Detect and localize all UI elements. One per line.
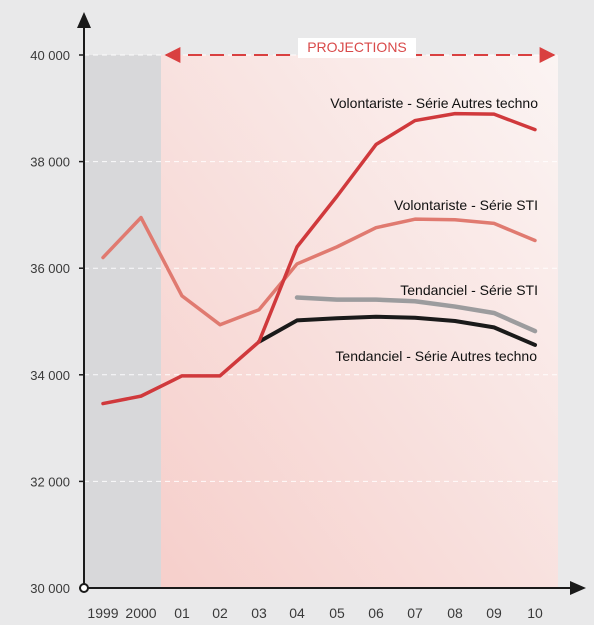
y-tick-label: 38 000 [30, 155, 70, 170]
x-tick-label: 09 [486, 605, 502, 621]
series-labels: Volontariste - Série Autres techno Volont… [330, 95, 538, 364]
x-axis-arrow-icon [570, 581, 586, 595]
series-label-2: Tendanciel - Série STI [400, 282, 538, 298]
x-tick-label: 03 [251, 605, 267, 621]
projection-marker: PROJECTIONS [164, 38, 556, 63]
series-line-2 [294, 295, 538, 334]
y-axis-arrow-icon [77, 12, 91, 28]
axes [77, 12, 586, 595]
series-line-0 [101, 111, 537, 406]
x-tick-label: 1999 [87, 605, 118, 621]
x-tick-label: 07 [407, 605, 423, 621]
y-tick-label: 40 000 [30, 48, 70, 63]
origin-marker [79, 583, 89, 593]
series-lines [101, 111, 538, 406]
series-label-1: Volontariste - Série STI [394, 197, 538, 213]
x-tick-label: 04 [289, 605, 305, 621]
y-tick-label: 36 000 [30, 261, 70, 276]
x-tick-label: 02 [212, 605, 228, 621]
series-label-3: Tendanciel - Série Autres techno [335, 348, 537, 364]
x-tick-label: 08 [447, 605, 463, 621]
y-axis-ticks: 30 000 32 000 34 000 36 000 38 000 40 000 [30, 48, 84, 596]
x-tick-label: 01 [174, 605, 190, 621]
projection-period-band [161, 55, 558, 588]
series-line-3 [257, 314, 537, 347]
x-tick-label: 06 [368, 605, 384, 621]
y-tick-label: 32 000 [30, 474, 70, 489]
series-line-1 [101, 215, 537, 327]
x-tick-label: 2000 [125, 605, 156, 621]
projection-label: PROJECTIONS [307, 39, 407, 55]
y-tick-label: 30 000 [30, 581, 70, 596]
x-axis-ticks: 1999 2000 01 02 03 04 05 06 07 08 09 10 [87, 605, 543, 621]
series-label-0: Volontariste - Série Autres techno [330, 95, 538, 111]
history-period-band [84, 55, 161, 588]
y-tick-label: 34 000 [30, 368, 70, 383]
x-tick-label: 05 [329, 605, 345, 621]
x-tick-label: 10 [527, 605, 543, 621]
